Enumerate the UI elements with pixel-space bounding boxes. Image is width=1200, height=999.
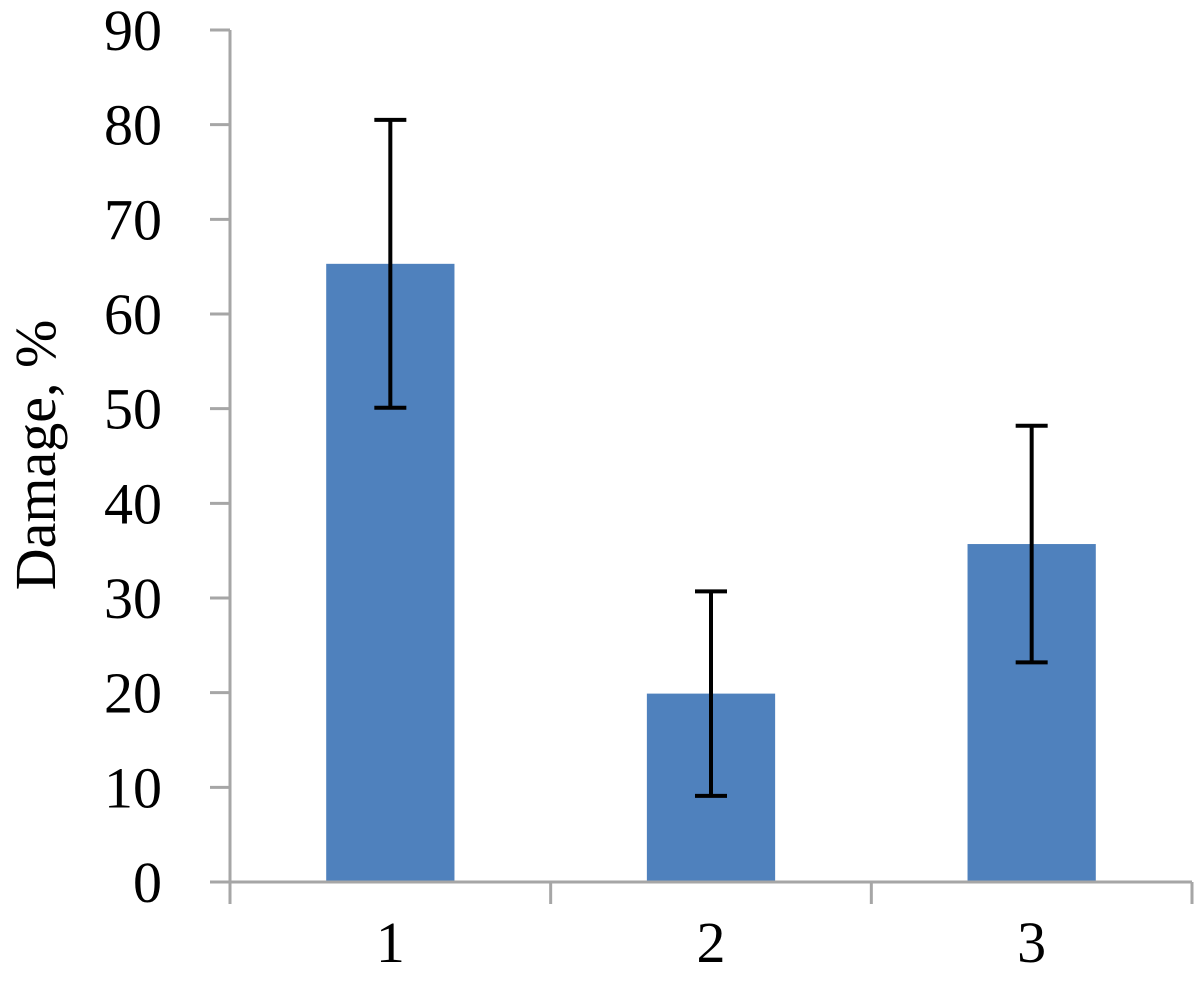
y-axis-ticks: 0 10 20 30 40 50 60 70 80 90	[104, 0, 230, 915]
error-bar-2	[695, 589, 727, 798]
error-bar-3	[1015, 423, 1048, 665]
y-tick-label: 90	[104, 0, 162, 63]
x-axis-labels: 1 2 3	[376, 910, 1046, 975]
y-tick-label: 40	[104, 471, 162, 536]
y-tick-label: 80	[104, 93, 162, 158]
y-axis-title: Damage, %	[3, 320, 68, 591]
y-tick-label: 10	[104, 755, 162, 820]
y-tick-label: 50	[104, 377, 162, 442]
y-tick-label: 30	[104, 566, 162, 631]
axes	[228, 30, 1194, 904]
error-bars	[374, 117, 1048, 798]
y-tick-label: 60	[104, 282, 162, 347]
x-category-label: 2	[697, 910, 726, 975]
y-tick-label: 70	[104, 187, 162, 252]
x-category-label: 3	[1017, 910, 1046, 975]
x-category-label: 1	[376, 910, 405, 975]
error-bar-1	[374, 117, 407, 410]
y-tick-label: 0	[133, 850, 162, 915]
y-tick-label: 20	[104, 661, 162, 726]
